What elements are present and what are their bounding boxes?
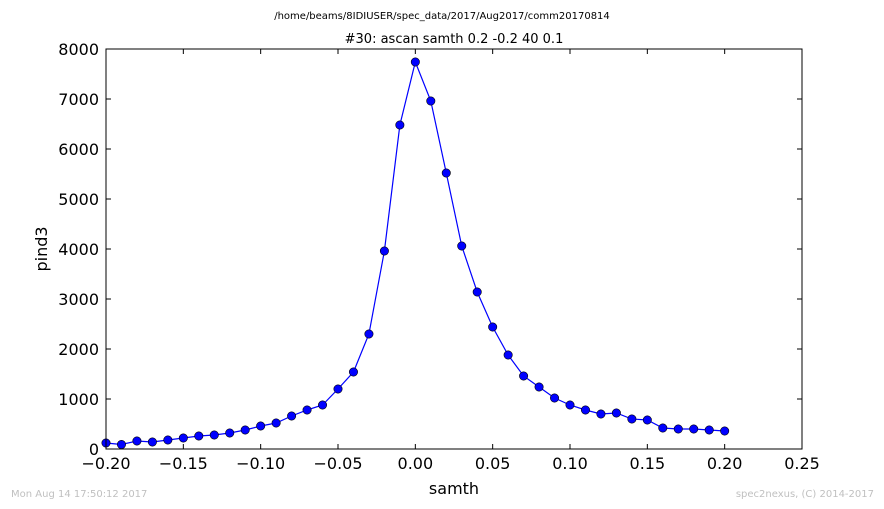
data-point xyxy=(302,405,312,415)
ticks-layer: −0.20 −0.15 −0.10 −0.05 0.00 0.05 0.10 0.15 0.20… xyxy=(58,40,820,473)
footer-credit: spec2nexus, (C) 2014-2017 xyxy=(735,489,874,500)
data-point xyxy=(348,367,358,377)
series-line xyxy=(105,60,725,446)
series-layer xyxy=(101,57,730,449)
x-tick-label: 0.15 xyxy=(630,454,666,473)
y-tick-label: 8000 xyxy=(58,40,99,59)
chart-title: #30: ascan samth 0.2 -0.2 40 0.1 xyxy=(345,32,564,47)
data-point xyxy=(364,329,374,339)
y-tick-label: 7000 xyxy=(58,90,99,109)
x-tick-label: 0.25 xyxy=(784,454,820,473)
y-tick-label: 5000 xyxy=(58,190,99,209)
x-tick-label: −0.15 xyxy=(159,454,208,473)
x-tick-label: 0.20 xyxy=(707,454,743,473)
data-point xyxy=(209,430,219,440)
data-point xyxy=(503,350,513,360)
x-tick-label: 0.05 xyxy=(475,454,511,473)
data-point xyxy=(580,405,590,415)
x-axis-title: samth xyxy=(429,479,479,498)
plot-frame xyxy=(105,48,803,450)
data-point xyxy=(673,424,683,434)
y-tick-label: 2000 xyxy=(58,340,99,359)
data-point xyxy=(240,425,250,435)
data-point xyxy=(472,287,482,297)
data-point xyxy=(627,414,637,424)
data-point xyxy=(256,421,266,431)
data-point xyxy=(642,415,652,425)
data-point xyxy=(287,411,297,421)
y-tick-label: 1000 xyxy=(58,390,99,409)
x-tick-label: −0.05 xyxy=(313,454,362,473)
data-point xyxy=(410,57,420,67)
data-point xyxy=(441,168,451,178)
y-tick-label: 3000 xyxy=(58,290,99,309)
data-point xyxy=(395,120,405,130)
x-tick-label: 0.10 xyxy=(552,454,588,473)
data-point xyxy=(271,418,281,428)
data-point xyxy=(163,435,173,445)
x-tick-label: −0.20 xyxy=(81,454,130,473)
y-tick-label: 6000 xyxy=(58,140,99,159)
data-point xyxy=(596,409,606,419)
data-point xyxy=(565,400,575,410)
data-point xyxy=(147,437,157,447)
footer-timestamp: Mon Aug 14 17:50:12 2017 xyxy=(11,489,148,500)
data-point xyxy=(318,400,328,410)
data-point xyxy=(534,382,544,392)
data-point xyxy=(116,439,126,449)
data-point xyxy=(194,431,204,441)
y-axis-title: pind3 xyxy=(32,226,51,271)
data-point xyxy=(178,433,188,443)
x-tick-label: 0.00 xyxy=(398,454,434,473)
data-point xyxy=(132,436,142,446)
y-tick-label: 4000 xyxy=(58,240,99,259)
y-tick-label: 0 xyxy=(89,440,99,459)
data-point xyxy=(488,322,498,332)
data-point xyxy=(519,371,529,381)
x-tick-label: −0.10 xyxy=(236,454,285,473)
data-point xyxy=(658,423,668,433)
data-point xyxy=(720,426,730,436)
data-point xyxy=(704,425,714,435)
data-point xyxy=(426,96,436,106)
data-point xyxy=(379,246,389,256)
data-point xyxy=(457,241,467,251)
data-point xyxy=(550,393,560,403)
data-point xyxy=(225,428,235,438)
data-point xyxy=(689,424,699,434)
data-point xyxy=(333,384,343,394)
chart-suptitle: /home/beams/8IDIUSER/spec_data/2017/Aug2… xyxy=(274,11,610,22)
data-point xyxy=(611,408,621,418)
